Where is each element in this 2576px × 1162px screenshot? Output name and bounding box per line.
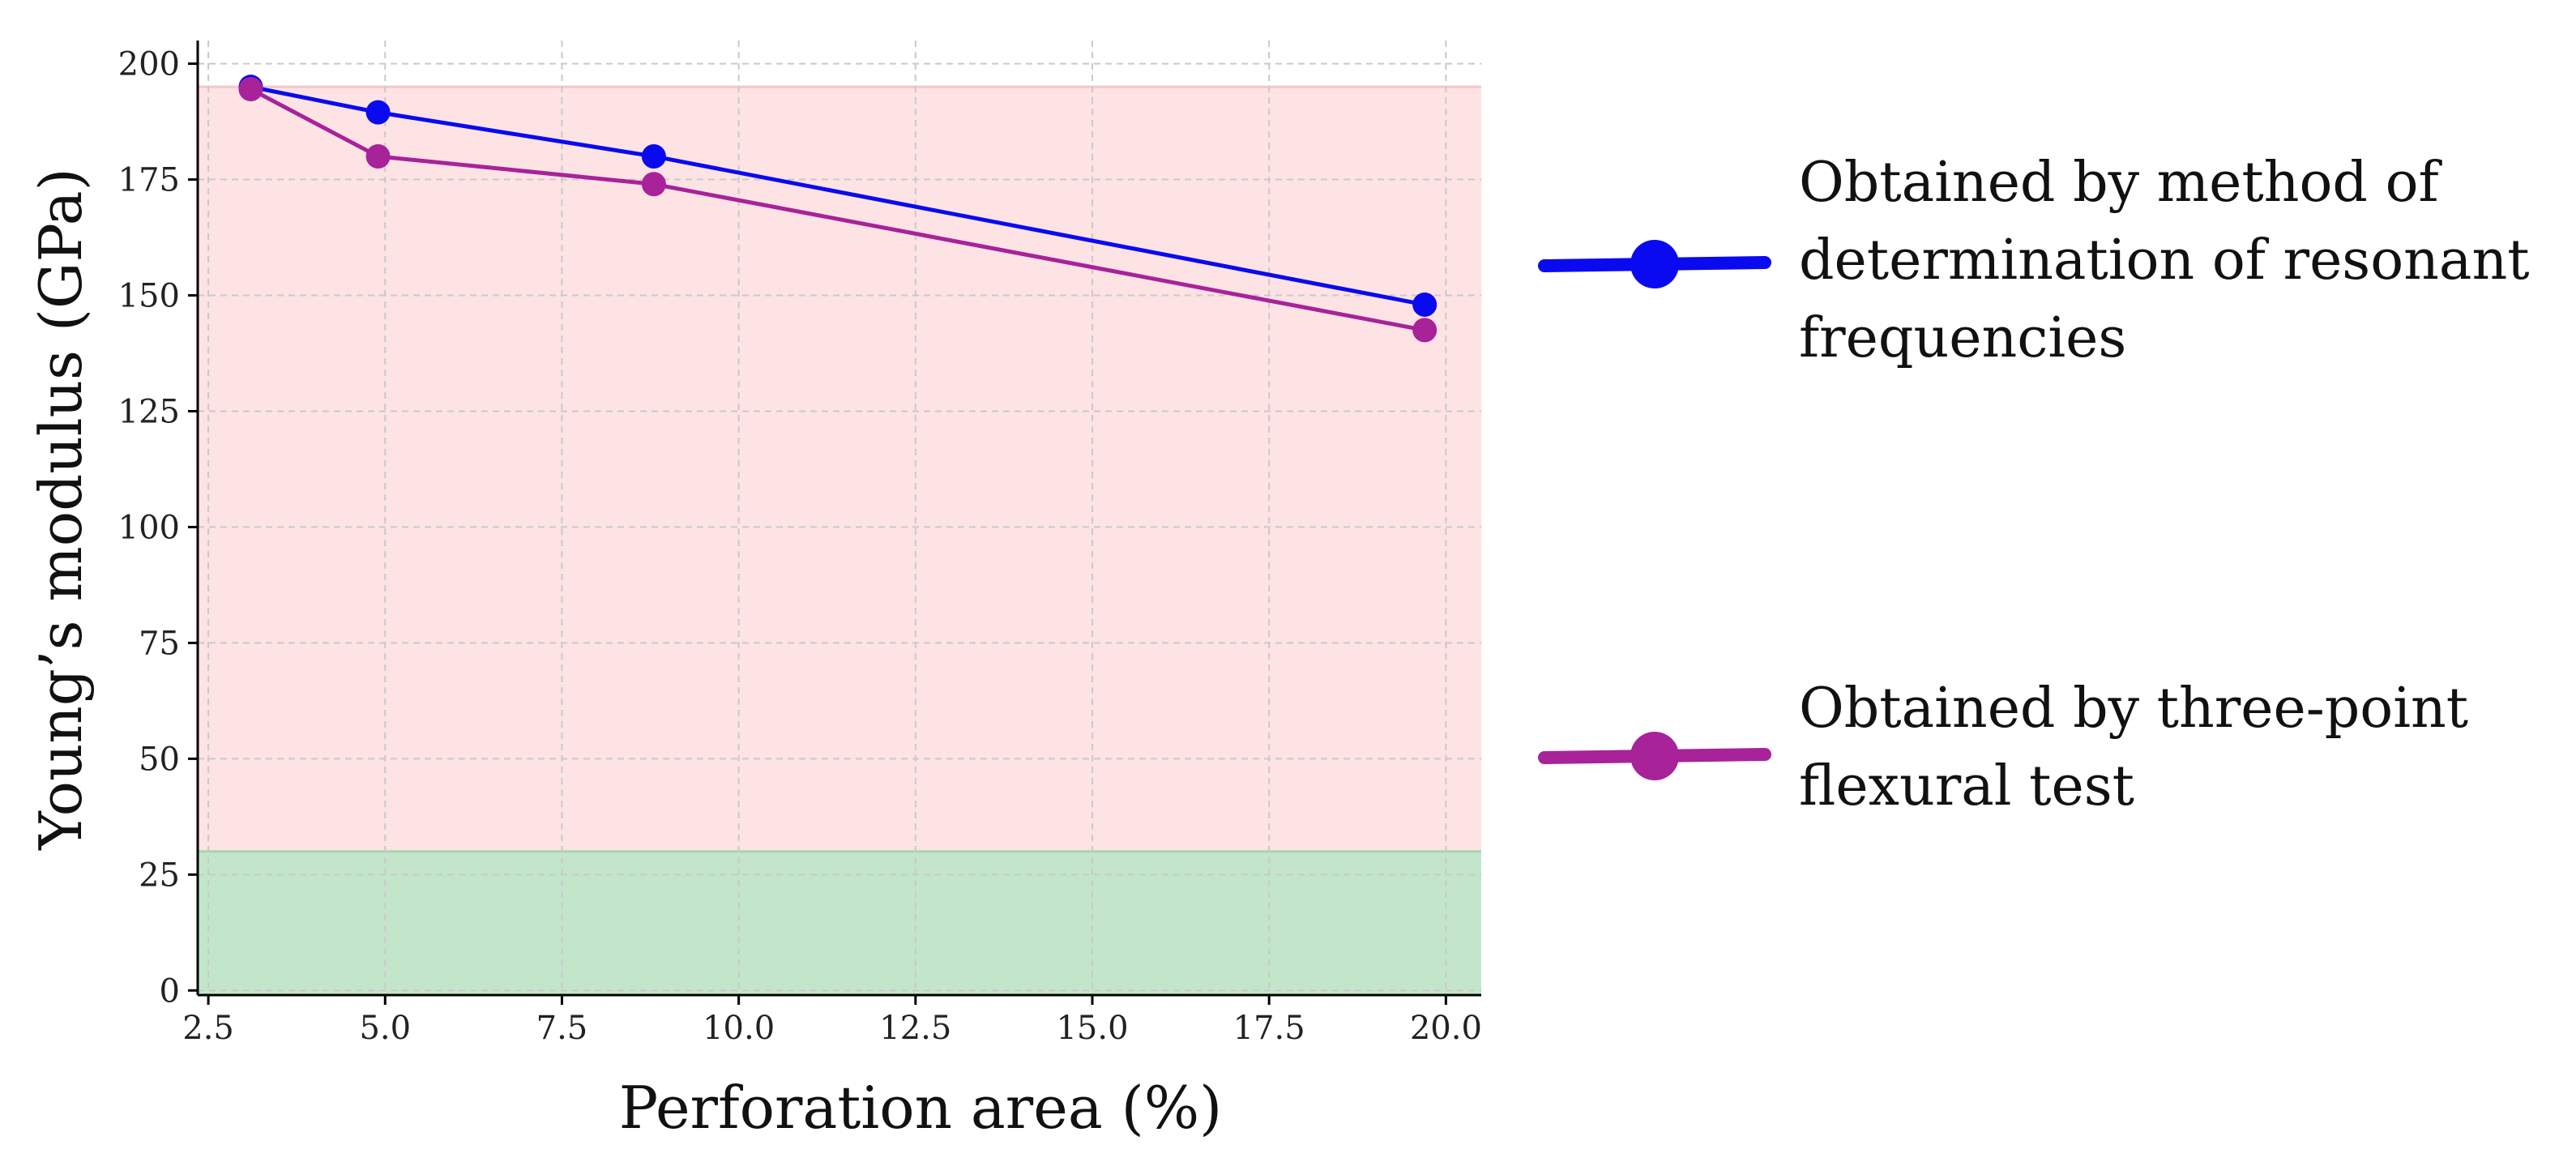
background-bands	[198, 85, 1481, 995]
x-tick-label: 5.0	[359, 1010, 411, 1047]
y-tick-label: 50	[139, 741, 180, 778]
series-1-point	[1412, 318, 1438, 343]
y-tick-label: 150	[118, 278, 180, 315]
series-1-point	[641, 172, 666, 197]
series-0-point	[365, 100, 391, 125]
legend-marker-0	[1630, 240, 1679, 288]
series-line-0	[250, 84, 1425, 307]
x-tick-label: 2.5	[182, 1010, 234, 1047]
axes	[196, 41, 1481, 997]
series-1-point	[238, 77, 263, 102]
legend: Obtained by method of determination of re…	[1538, 151, 2530, 818]
legend-label-0: determination of resonant	[1799, 229, 2530, 293]
y-tick-label: 75	[139, 625, 180, 662]
series-1-point	[365, 143, 391, 169]
y-tick-label: 125	[118, 393, 180, 430]
y-tick-label: 175	[118, 162, 180, 199]
legend-label-0: Obtained by method of	[1799, 151, 2443, 215]
y-axis-title: Young’s modulus (GPa)	[27, 168, 95, 850]
y-tick-label: 100	[118, 509, 180, 546]
x-tick-label: 12.5	[879, 1010, 951, 1047]
x-tick-label: 10.0	[703, 1010, 775, 1047]
legend-label-0: frequencies	[1799, 306, 2126, 370]
band-1	[198, 851, 1481, 995]
y-tick-label: 0	[160, 972, 180, 1010]
x-axis-title: Perforation area (%)	[619, 1074, 1223, 1142]
legend-label-1: Obtained by three-point	[1799, 677, 2468, 741]
x-tick-label: 7.5	[536, 1010, 588, 1047]
legend-marker-1	[1630, 732, 1679, 780]
x-tick-label: 17.5	[1233, 1010, 1305, 1047]
series-line-1	[250, 87, 1425, 332]
y-tick-label: 25	[139, 857, 180, 894]
legend-label-1: flexural test	[1799, 754, 2134, 818]
tick-labels: 2.5 5.0 7.5 10.0 12.5 15.0 17.5 20.0 0 25 50 75 100 1…	[118, 46, 1482, 1047]
series-0-point	[641, 143, 666, 169]
data-series	[238, 75, 1438, 343]
x-tick-label: 20.0	[1410, 1010, 1482, 1047]
band-0	[198, 87, 1481, 852]
x-tick-label: 15.0	[1056, 1010, 1128, 1047]
y-tick-label: 200	[118, 46, 180, 83]
series-0-point	[1412, 292, 1438, 317]
